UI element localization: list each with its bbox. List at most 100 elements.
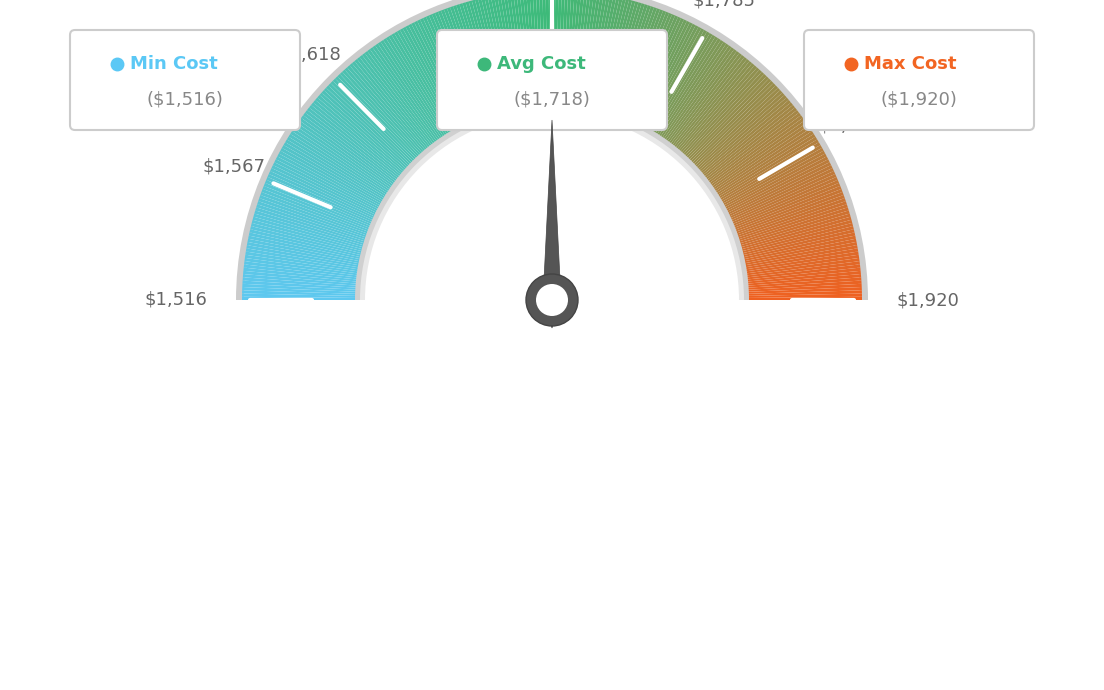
Text: ($1,516): ($1,516)	[147, 91, 223, 109]
Wedge shape	[566, 0, 577, 106]
Wedge shape	[730, 174, 837, 223]
Polygon shape	[543, 120, 561, 328]
FancyBboxPatch shape	[804, 30, 1034, 130]
Wedge shape	[634, 18, 684, 124]
Wedge shape	[736, 198, 846, 238]
Wedge shape	[686, 74, 766, 159]
Wedge shape	[603, 1, 636, 112]
Wedge shape	[375, 43, 443, 140]
Wedge shape	[321, 90, 408, 170]
Wedge shape	[744, 242, 857, 266]
Wedge shape	[737, 204, 848, 241]
Wedge shape	[747, 297, 862, 300]
Wedge shape	[742, 226, 853, 255]
Wedge shape	[423, 17, 473, 123]
Wedge shape	[381, 40, 446, 137]
Wedge shape	[323, 88, 410, 168]
Wedge shape	[640, 23, 696, 127]
Wedge shape	[679, 66, 757, 154]
Wedge shape	[571, 0, 584, 106]
Wedge shape	[290, 131, 389, 195]
Wedge shape	[730, 171, 836, 221]
Wedge shape	[372, 46, 440, 141]
Wedge shape	[314, 100, 403, 176]
Wedge shape	[560, 0, 569, 106]
Wedge shape	[243, 268, 358, 282]
Wedge shape	[733, 183, 840, 228]
Wedge shape	[440, 10, 484, 118]
FancyBboxPatch shape	[437, 30, 667, 130]
Wedge shape	[677, 61, 752, 151]
Wedge shape	[648, 30, 707, 131]
Wedge shape	[251, 226, 362, 255]
Wedge shape	[629, 15, 678, 122]
Wedge shape	[635, 19, 687, 124]
Wedge shape	[444, 8, 486, 117]
Wedge shape	[746, 281, 861, 290]
Wedge shape	[255, 207, 365, 244]
Wedge shape	[702, 102, 793, 177]
Wedge shape	[392, 33, 453, 133]
Wedge shape	[671, 55, 744, 147]
Wedge shape	[293, 128, 390, 194]
Wedge shape	[747, 293, 862, 298]
Wedge shape	[658, 40, 723, 137]
FancyBboxPatch shape	[70, 30, 300, 130]
Wedge shape	[569, 0, 581, 106]
Wedge shape	[673, 57, 747, 148]
Wedge shape	[497, 0, 520, 108]
Wedge shape	[556, 0, 562, 105]
Wedge shape	[503, 0, 523, 108]
Text: $1,567: $1,567	[202, 158, 265, 176]
Wedge shape	[280, 148, 382, 206]
Wedge shape	[317, 95, 406, 172]
Wedge shape	[500, 0, 521, 108]
Wedge shape	[731, 177, 838, 224]
Wedge shape	[268, 171, 374, 221]
Wedge shape	[394, 32, 455, 132]
Wedge shape	[715, 131, 814, 195]
Wedge shape	[606, 2, 641, 113]
Wedge shape	[246, 245, 360, 268]
Wedge shape	[601, 0, 633, 112]
Wedge shape	[450, 6, 490, 116]
Wedge shape	[611, 4, 648, 115]
Wedge shape	[389, 34, 452, 135]
Wedge shape	[618, 8, 660, 117]
Wedge shape	[670, 53, 742, 146]
Wedge shape	[256, 204, 367, 241]
Text: $1,785: $1,785	[692, 0, 755, 10]
Wedge shape	[718, 137, 817, 199]
Wedge shape	[724, 153, 827, 210]
Wedge shape	[728, 165, 832, 217]
Wedge shape	[744, 252, 859, 271]
Wedge shape	[236, 0, 868, 300]
Wedge shape	[245, 252, 360, 271]
Wedge shape	[746, 287, 862, 294]
Wedge shape	[243, 274, 358, 286]
Wedge shape	[279, 150, 381, 208]
Wedge shape	[490, 0, 516, 109]
Wedge shape	[744, 245, 858, 268]
Wedge shape	[270, 168, 375, 219]
Wedge shape	[285, 139, 385, 201]
Wedge shape	[456, 4, 493, 115]
Wedge shape	[741, 223, 853, 253]
Wedge shape	[244, 258, 359, 275]
Wedge shape	[593, 0, 619, 110]
Wedge shape	[350, 63, 426, 152]
Wedge shape	[297, 121, 393, 188]
Wedge shape	[576, 0, 594, 107]
Wedge shape	[336, 77, 417, 161]
Wedge shape	[729, 168, 834, 219]
Wedge shape	[523, 0, 535, 106]
Wedge shape	[746, 271, 861, 284]
Wedge shape	[471, 0, 503, 112]
Wedge shape	[591, 0, 616, 109]
Wedge shape	[254, 213, 364, 248]
Circle shape	[537, 284, 567, 316]
Wedge shape	[708, 112, 800, 184]
Wedge shape	[532, 0, 542, 106]
Wedge shape	[703, 105, 795, 179]
Wedge shape	[330, 81, 414, 164]
